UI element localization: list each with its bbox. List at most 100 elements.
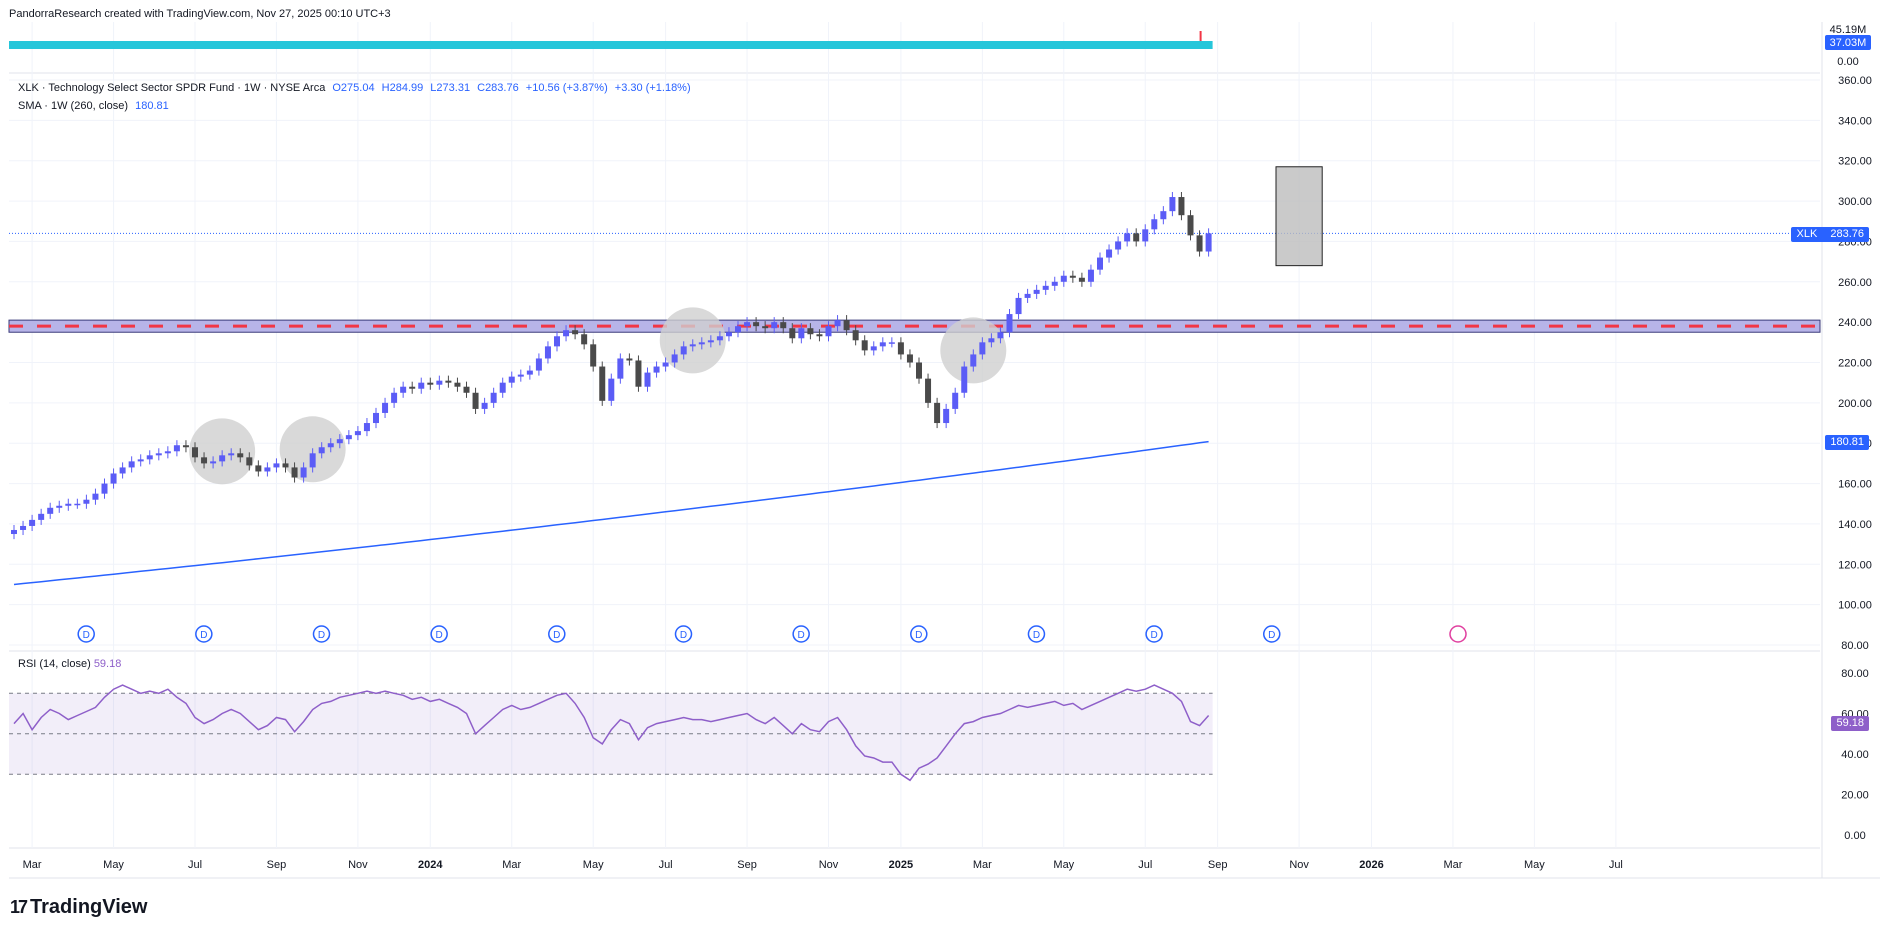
candle-body <box>535 358 542 371</box>
candle-body <box>961 366 968 393</box>
candle-body <box>11 529 17 535</box>
price-tick-label: 260.00 <box>1838 277 1872 289</box>
rsi-tick-label: 40.00 <box>1841 749 1869 761</box>
candle-body <box>182 445 189 448</box>
candle <box>74 498 81 509</box>
candle <box>925 373 932 408</box>
candle <box>843 315 850 336</box>
dividend-marker-label: D <box>1033 630 1040 641</box>
time-tick-label: Mar <box>973 859 992 871</box>
candle-body <box>47 507 54 514</box>
sma-line <box>13 440 1209 586</box>
candle <box>219 450 226 467</box>
candle <box>436 375 443 390</box>
tradingview-logo[interactable]: 17 TradingView <box>10 896 147 919</box>
price-tick-label: 140.00 <box>1838 519 1872 531</box>
volume-tag-value: 37.03M <box>1830 37 1867 49</box>
candle-body <box>300 467 307 478</box>
dividend-marker-label: D <box>436 630 443 641</box>
price-tick-label: 340.00 <box>1838 115 1872 127</box>
candle-body <box>1051 281 1058 286</box>
candle <box>182 440 189 453</box>
symbol-legend: XLK · Technology Select Sector SPDR Fund… <box>18 82 695 94</box>
candle-body <box>237 453 244 458</box>
candle-body <box>499 382 506 393</box>
candle-body <box>1015 297 1022 315</box>
candle-body <box>617 358 624 379</box>
candle-body <box>264 467 271 472</box>
candle <box>626 353 633 366</box>
time-tick-label: Sep <box>267 859 287 871</box>
candle <box>617 353 624 384</box>
price-tick-label: 360.00 <box>1838 75 1872 87</box>
candle <box>400 381 407 398</box>
candle <box>309 448 316 473</box>
rsi-tick-label: 80.00 <box>1841 668 1869 680</box>
candle-body <box>852 330 859 341</box>
price-tick-label: 320.00 <box>1838 156 1872 168</box>
candle <box>382 397 389 418</box>
candle-body <box>870 346 877 351</box>
candle-body <box>490 392 497 403</box>
time-tick-label: 2025 <box>889 859 913 871</box>
candle-body <box>997 332 1004 339</box>
candle-body <box>463 386 470 393</box>
candle <box>499 377 506 398</box>
candle <box>1015 292 1022 320</box>
dividend-marker-label: D <box>318 630 325 641</box>
candle <box>490 387 497 408</box>
candle <box>1196 230 1203 257</box>
candle <box>336 434 343 449</box>
price-tag: XLK 283.76 <box>1791 227 1869 242</box>
time-tick-label: Sep <box>737 859 757 871</box>
candle-body <box>146 455 153 460</box>
candle-body <box>128 461 135 468</box>
candle <box>544 341 551 364</box>
candle-body <box>1160 211 1167 220</box>
time-tick-label: Nov <box>348 859 368 871</box>
candle-body <box>608 378 615 401</box>
dividend-marker-label: D <box>798 630 805 641</box>
rsi-legend-value: 59.18 <box>93 658 122 670</box>
candle-body <box>155 453 162 456</box>
candle-body <box>635 360 642 387</box>
time-tick-label: Nov <box>1289 859 1309 871</box>
candle-body <box>725 332 732 337</box>
candle-body <box>744 322 751 327</box>
time-tick-label: 2026 <box>1359 859 1383 871</box>
candle-body <box>653 366 660 373</box>
candle-body <box>65 503 72 506</box>
candle-body <box>1151 219 1158 230</box>
candle-body <box>1078 277 1085 282</box>
candle-body <box>1142 229 1149 242</box>
volume-layer <box>9 31 1213 49</box>
candle-body <box>318 447 325 454</box>
candle-body <box>1205 233 1212 252</box>
candle <box>888 337 895 348</box>
price-tick-label: 240.00 <box>1838 317 1872 329</box>
candle <box>92 488 99 505</box>
candle <box>599 361 606 406</box>
sma-layer <box>13 440 1209 586</box>
candle-body <box>789 328 796 339</box>
candle <box>807 323 814 340</box>
candle-body <box>219 455 226 462</box>
candle <box>38 508 45 525</box>
dividend-marker-label: D <box>1268 630 1275 641</box>
highlight-box <box>1275 166 1323 267</box>
candle-body <box>201 457 208 464</box>
candle-body <box>409 386 416 389</box>
candle <box>961 361 968 398</box>
candle <box>1106 244 1113 263</box>
time-tick-label: May <box>1524 859 1545 871</box>
candle-body <box>38 513 45 520</box>
candle <box>916 357 922 384</box>
candle-body <box>436 380 443 385</box>
candle-body <box>888 342 895 344</box>
candle-body <box>119 467 126 474</box>
tradingview-logo-icon: 17 <box>10 897 28 917</box>
candle-body <box>56 505 63 508</box>
candle <box>1160 206 1167 225</box>
